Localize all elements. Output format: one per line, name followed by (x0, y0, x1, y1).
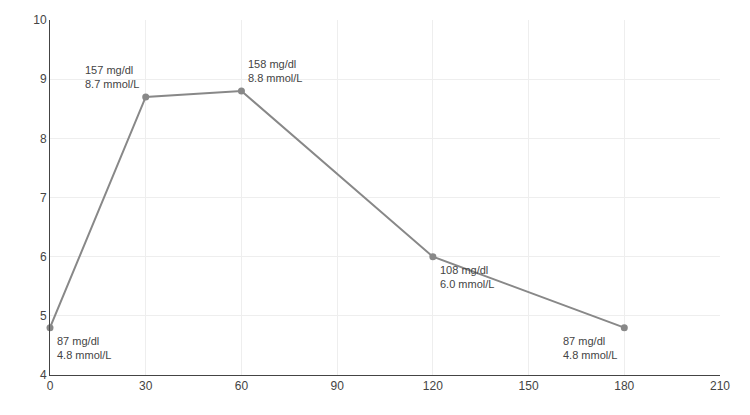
svg-text:0: 0 (47, 379, 54, 393)
svg-text:4: 4 (40, 368, 47, 382)
svg-text:8: 8 (40, 132, 47, 146)
svg-text:108 mg/dl6.0 mmol/L: 108 mg/dl6.0 mmol/L (440, 264, 494, 290)
svg-text:30: 30 (139, 379, 153, 393)
svg-text:6: 6 (40, 250, 47, 264)
svg-text:90: 90 (330, 379, 344, 393)
svg-text:87 mg/dl4.8 mmol/L: 87 mg/dl4.8 mmol/L (563, 335, 617, 361)
svg-text:60: 60 (235, 379, 249, 393)
svg-text:210: 210 (710, 379, 730, 393)
svg-text:5: 5 (40, 309, 47, 323)
svg-text:87 mg/dl4.8 mmol/L: 87 mg/dl4.8 mmol/L (57, 335, 111, 361)
svg-text:150: 150 (519, 379, 539, 393)
svg-text:120: 120 (423, 379, 443, 393)
svg-text:9: 9 (40, 72, 47, 86)
svg-text:157 mg/dl8.7 mmol/L: 157 mg/dl8.7 mmol/L (85, 64, 139, 90)
svg-text:158 mg/dl8.8 mmol/L: 158 mg/dl8.8 mmol/L (248, 58, 302, 84)
svg-text:7: 7 (40, 191, 47, 205)
svg-text:180: 180 (614, 379, 634, 393)
svg-text:10: 10 (33, 13, 47, 27)
